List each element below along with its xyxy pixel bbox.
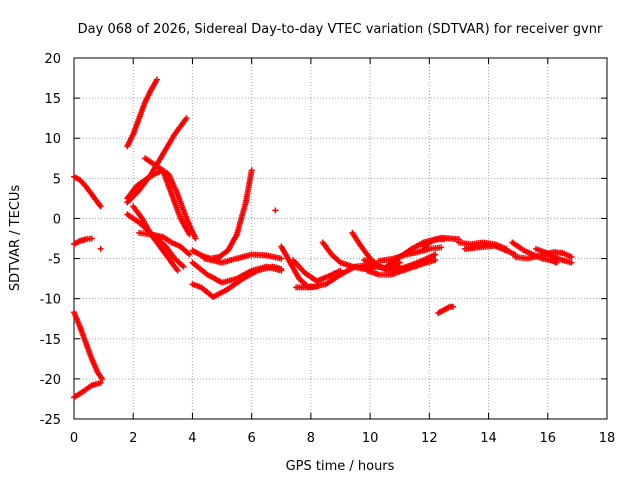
data-series-s2 (71, 235, 95, 248)
x-tick-label: 18 (599, 431, 616, 446)
data-series-s32 (512, 249, 575, 262)
data-series-s13 (189, 167, 255, 262)
data-point (186, 251, 193, 258)
x-tick-label: 2 (129, 431, 137, 446)
tick-layer: 0 2 4 6 8 10 12 14 16 18 -25 -20 -15 -10 -5 0 5 10 15 20 (40, 52, 616, 446)
data-point (192, 235, 199, 242)
data-series-s5 (97, 245, 104, 252)
data-point (432, 251, 439, 258)
data-point (97, 203, 104, 210)
y-tick-label: 5 (53, 172, 61, 187)
data-series-s19 (290, 257, 344, 285)
data-series-s27 (420, 234, 462, 250)
plot-frame (73, 57, 608, 420)
y-tick-label: -20 (40, 373, 61, 388)
data-series-s30 (461, 242, 519, 258)
data-point (180, 263, 187, 270)
data-point (97, 379, 104, 386)
y-axis-label: SDTVAR / TECUs (8, 185, 23, 292)
data-point (153, 76, 160, 83)
y-tick-label: 15 (44, 92, 61, 107)
data-series-s33 (532, 245, 575, 266)
chart-title: Day 068 of 2026, Sidereal Day-to-day VTE… (78, 22, 603, 37)
data-series-s8 (124, 167, 193, 238)
data-series-s9 (142, 155, 199, 242)
data-point (99, 375, 106, 382)
y-tick-label: -10 (40, 293, 61, 308)
data-point (450, 303, 457, 310)
data-series-s12 (136, 229, 193, 258)
data-point (568, 259, 575, 266)
x-tick-label: 16 (540, 431, 557, 446)
data-series-s1 (71, 173, 104, 210)
data-point (97, 245, 104, 252)
data-point (248, 167, 255, 174)
data-series-s4 (71, 379, 104, 401)
y-tick-label: -5 (48, 253, 61, 268)
data-point (183, 115, 190, 122)
data-point (568, 253, 575, 260)
data-point (272, 207, 279, 214)
y-tick-label: 20 (44, 52, 61, 67)
data-point (278, 255, 285, 262)
y-tick-label: 10 (44, 132, 61, 147)
x-tick-label: 14 (480, 431, 497, 446)
x-tick-label: 12 (421, 431, 438, 446)
x-tick-label: 4 (188, 431, 196, 446)
data-series-s3 (71, 309, 106, 382)
y-tick-label: 0 (53, 212, 61, 227)
x-tick-label: 10 (362, 431, 379, 446)
data-point (278, 265, 285, 272)
data-point (174, 267, 181, 274)
data-point (88, 235, 95, 242)
data-series-s15 (189, 263, 285, 301)
y-tick-label: -15 (40, 333, 61, 348)
data-point (438, 244, 445, 251)
data-series-s16 (201, 251, 285, 266)
data-series-s28 (435, 303, 457, 317)
x-tick-label: 0 (70, 431, 78, 446)
y-tick-label: -25 (40, 413, 61, 428)
data-layer (71, 76, 575, 401)
x-tick-label: 6 (248, 431, 256, 446)
data-point (432, 257, 439, 264)
grid-layer (74, 58, 607, 419)
x-axis-label: GPS time / hours (286, 459, 395, 474)
data-series-s24 (364, 257, 439, 278)
data-series-s6 (124, 76, 160, 150)
x-tick-label: 8 (307, 431, 315, 446)
data-series-s17 (272, 207, 279, 214)
